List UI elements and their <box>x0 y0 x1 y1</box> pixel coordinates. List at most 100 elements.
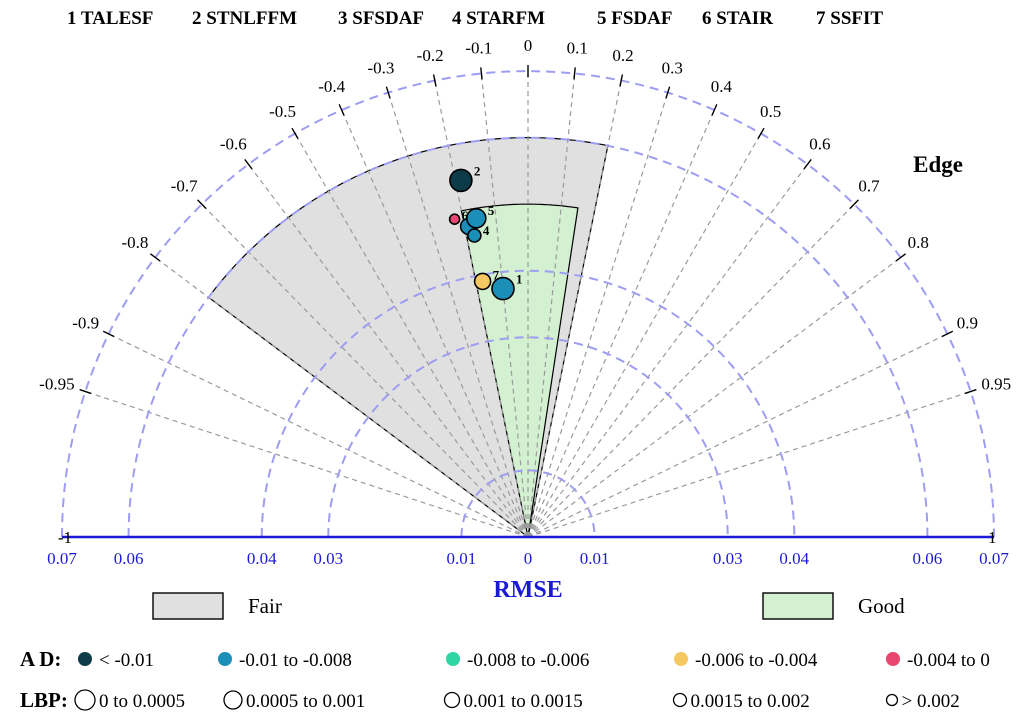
ad-legend-label-1: -0.01 to -0.008 <box>239 650 352 671</box>
rmse-ticks-layer: 0.07 0.06 0.04 0.03 0.01 0 0.01 0.03 0.04 0.06 0.0… <box>47 549 1009 568</box>
angle-tick-7 <box>338 104 345 116</box>
angle-tick-2 <box>102 330 115 338</box>
angle-tick-3 <box>149 253 161 262</box>
region-label: Edge <box>913 152 963 177</box>
angle-tick-13 <box>619 74 624 87</box>
angle-tick-15 <box>711 104 718 116</box>
angle-tick-8 <box>385 86 391 99</box>
spoke-18 <box>527 203 855 538</box>
method-label-1: 1 TALESF <box>67 8 153 29</box>
rmse-tick-left-1: 0.06 <box>114 549 144 568</box>
angle-tick-5 <box>244 158 253 170</box>
lbp-legend-label-2: 0.001 to 0.0015 <box>464 691 583 712</box>
lbp-legend-label-3: 0.0015 to 0.002 <box>691 691 810 712</box>
points-layer: 1234567 <box>448 163 523 301</box>
spoke-9 <box>434 80 529 538</box>
ad-legend-label-0: < -0.01 <box>99 650 154 671</box>
spoke-16 <box>527 133 762 538</box>
zone-good <box>460 203 579 538</box>
point-label-2: 2 <box>474 163 481 178</box>
angle-tick-label-15: 0.4 <box>711 77 733 96</box>
rmse-arc-3 <box>127 136 929 538</box>
point-6 <box>448 213 461 225</box>
angle-tick-label-13: 0.2 <box>612 46 633 65</box>
ad-legend-title: A D: <box>20 647 61 671</box>
spoke-17 <box>527 163 809 538</box>
lbp-legend-label-4: > 0.002 <box>902 691 960 712</box>
rmse-arc-4 <box>61 70 995 538</box>
lbp-legend-marker-3 <box>672 692 688 708</box>
method-label-2: 2 STNLFFM <box>192 8 297 29</box>
angle-tick-label-19: 0.8 <box>908 233 929 252</box>
angle-tick-label-16: 0.5 <box>760 102 781 121</box>
angle-tick-label-11: 0 <box>524 36 533 55</box>
angle-tick-label-22: 1 <box>988 528 997 547</box>
angle-tick-9 <box>432 74 437 87</box>
angle-tick-4 <box>197 199 207 209</box>
angle-tick-16 <box>757 127 765 139</box>
angle-tick-label-21: 0.95 <box>981 374 1011 393</box>
spoke-8 <box>387 92 529 538</box>
spoke-21 <box>527 390 971 538</box>
ad-legend-marker-4 <box>886 652 900 666</box>
angle-tick-21 <box>964 388 977 395</box>
spoke-2 <box>108 333 529 538</box>
spoke-1 <box>85 390 529 538</box>
spoke-5 <box>247 163 529 538</box>
zone-legend: Fair Good <box>152 592 905 620</box>
spoke-4 <box>201 203 529 538</box>
rmse-arc-1 <box>327 336 729 538</box>
angle-tick-6 <box>291 127 299 139</box>
angle-tick-12 <box>573 67 576 80</box>
ad-legend-marker-1 <box>218 652 232 666</box>
point-label-7: 7 <box>493 267 500 282</box>
angle-tick-label-0: -1 <box>58 528 72 547</box>
method-label-3: 3 SFSDAF <box>338 8 424 29</box>
method-label-7: 7 SSFIT <box>816 8 883 29</box>
ad-legend: A D: < -0.01 -0.01 to -0.008 -0.008 to -0.0… <box>20 647 990 671</box>
rmse-tick-left-5: 0 <box>524 549 533 568</box>
rmse-tick-right-0: 0.01 <box>580 549 610 568</box>
lbp-legend-marker-2 <box>443 691 461 709</box>
rmse-tick-right-4: 0.07 <box>979 549 1009 568</box>
rmse-arcs-layer <box>61 70 995 538</box>
angle-ticks-layer: -1 -0.95 -0.9 -0.8 -0.7 -0.6 -0.5 -0.4 -0.3 -0.2 -… <box>39 36 1011 547</box>
lbp-legend-label-0: 0 to 0.0005 <box>99 691 185 712</box>
lbp-legend-marker-4 <box>885 693 899 707</box>
zone-legend-label-good: Good <box>858 594 905 618</box>
angle-tick-19 <box>895 253 907 262</box>
angle-tick-17 <box>803 158 812 170</box>
zone-legend-swatch-fair <box>152 592 224 620</box>
spoke-13 <box>527 80 622 538</box>
rmse-tick-left-4: 0.01 <box>447 549 477 568</box>
angle-tick-label-1: -0.95 <box>39 374 74 393</box>
angle-tick-20 <box>941 330 954 338</box>
angle-tick-1 <box>79 388 92 395</box>
method-label-6: 6 STAIR <box>702 8 773 29</box>
angle-tick-label-12: 0.1 <box>567 39 588 58</box>
spoke-12 <box>527 73 576 538</box>
spoke-19 <box>527 256 902 538</box>
lbp-legend-label-1: 0.0005 to 0.001 <box>246 691 365 712</box>
point-7 <box>473 272 492 291</box>
rmse-tick-right-2: 0.04 <box>779 549 809 568</box>
spoke-10 <box>480 73 529 538</box>
method-label-5: 5 FSDAF <box>597 8 672 29</box>
ad-legend-marker-0 <box>78 652 92 666</box>
lbp-legend-title: LBP: <box>20 688 68 712</box>
spoke-6 <box>294 133 529 538</box>
spoke-20 <box>527 333 948 538</box>
angle-tick-18 <box>849 199 859 209</box>
spoke-3 <box>154 256 529 538</box>
angle-tick-label-14: 0.3 <box>662 59 683 78</box>
angle-tick-14 <box>665 86 671 99</box>
rmse-tick-left-2: 0.04 <box>247 549 277 568</box>
point-2 <box>449 168 473 193</box>
lbp-legend-marker-0 <box>74 689 96 711</box>
angle-tick-label-18: 0.7 <box>858 177 880 196</box>
ad-legend-label-4: -0.004 to 0 <box>907 650 990 671</box>
zone-legend-swatch-good <box>762 592 834 620</box>
angle-tick-label-4: -0.7 <box>171 177 198 196</box>
angle-tick-label-5: -0.6 <box>220 134 247 153</box>
